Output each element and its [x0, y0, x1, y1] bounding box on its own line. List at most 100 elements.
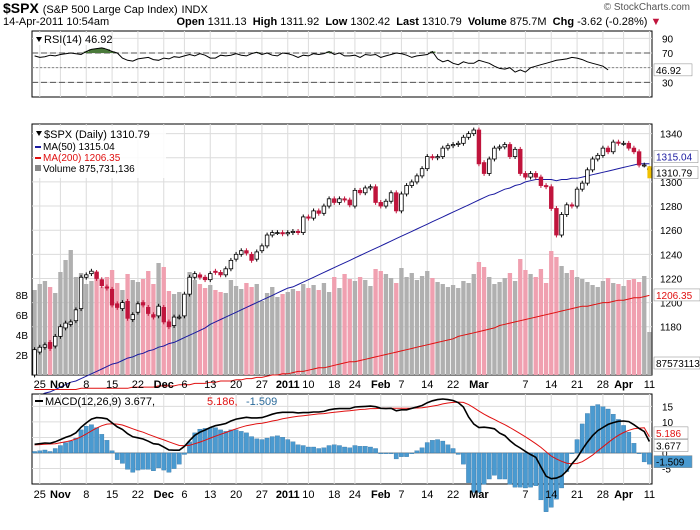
macd-histogram-bar — [610, 414, 616, 454]
volume-bar — [285, 292, 290, 375]
macd-histogram-bar — [595, 404, 601, 454]
candle-body — [585, 169, 590, 184]
macd-histogram-bar — [430, 440, 435, 454]
price-tick-label: 1240 — [660, 250, 683, 261]
candle-body — [135, 303, 141, 313]
x-axis-label: 6 — [181, 489, 187, 501]
high-label: High — [252, 16, 278, 28]
candle-body — [611, 141, 616, 153]
macd-histogram-bar — [440, 440, 446, 454]
candle-body — [301, 216, 306, 234]
volume-bar — [182, 296, 187, 375]
candle-body — [445, 145, 451, 149]
rsi-last-value: 46.92 — [656, 66, 681, 77]
macd-histogram-bar — [481, 452, 487, 485]
volume-bar — [177, 292, 182, 375]
volume-bar — [642, 276, 647, 375]
candle-body — [202, 276, 208, 281]
macd-histogram-bar — [461, 452, 466, 465]
macd-histogram-bar — [249, 436, 254, 454]
macd-histogram-bar — [114, 452, 120, 460]
volume-tick-label: 4B — [16, 331, 29, 342]
price-legend-label: $SPX (Daily) 1310.79 — [44, 129, 150, 141]
volume-bar — [564, 273, 569, 375]
x-axis-label: 15 — [106, 379, 118, 391]
macd-histogram-bar — [135, 452, 141, 471]
volume-tick-label: 2B — [16, 351, 29, 362]
x-axis-label: 22 — [447, 489, 459, 501]
macd-histogram-bar — [182, 452, 187, 455]
x-axis-label: 28 — [597, 489, 609, 501]
candle-body — [595, 154, 600, 160]
macd-histogram-bar — [523, 452, 528, 489]
candle-body — [337, 198, 342, 203]
macd-histogram-bar — [419, 447, 425, 454]
volume-bar — [621, 286, 626, 375]
macd-histogram-bar — [502, 452, 508, 480]
price-last-value-box — [653, 166, 699, 179]
candle-body — [78, 276, 84, 310]
macd-histogram-bar — [517, 452, 523, 488]
macd-histogram-bar — [156, 452, 161, 469]
macd-histogram-bar — [259, 439, 265, 454]
volume-bar — [461, 281, 466, 375]
candle-body — [626, 142, 631, 149]
candle-body — [218, 272, 223, 276]
x-axis-label: 24 — [349, 489, 361, 501]
candle-body — [84, 274, 89, 278]
macd-histogram-bar — [306, 446, 311, 454]
ma200-last-value-box — [653, 288, 700, 302]
candle-body — [507, 144, 513, 157]
candle-body — [440, 147, 445, 157]
volume-bar — [63, 260, 68, 375]
volume-bar — [166, 291, 172, 375]
macd-histogram-bar — [233, 429, 239, 454]
volume-bar — [156, 263, 161, 375]
macd-tick-label: -5 — [662, 464, 671, 475]
candle-body — [140, 302, 146, 306]
volume-bar — [208, 285, 213, 375]
candle-body — [394, 192, 399, 212]
macd-histogram-bar — [528, 452, 533, 488]
candle-body — [425, 156, 430, 170]
x-axis-label: 8 — [83, 379, 89, 391]
volume-bar — [502, 278, 507, 375]
x-axis-label: 14 — [545, 379, 557, 391]
macd-legend-label: MACD(12,26,9) 3.677, — [45, 396, 155, 408]
candle-body — [32, 349, 37, 376]
volume-bar — [259, 301, 265, 375]
candle-body — [476, 129, 482, 165]
volume-bar — [321, 283, 327, 375]
volume-bar — [574, 277, 580, 375]
volume-bar — [595, 287, 600, 375]
volume-bar — [554, 257, 559, 375]
macd-histogram-bar — [378, 452, 384, 454]
macd-histogram-bar — [218, 429, 223, 454]
macd-histogram-bar — [585, 413, 590, 454]
last-label: Last — [396, 16, 419, 28]
macd-histogram-bar — [213, 427, 218, 454]
price-tick-label: 1280 — [660, 202, 683, 213]
macd-signal-legend-label: 5.186, — [207, 396, 238, 408]
macd-histogram-bar — [151, 452, 156, 471]
candle-body — [94, 272, 99, 279]
x-axis-label: Nov — [50, 489, 72, 501]
volume-bar — [94, 271, 99, 375]
x-axis-label: 27 — [256, 379, 268, 391]
macd-histogram-bar — [285, 439, 291, 454]
x-axis-label: 21 — [571, 379, 583, 391]
candle-body — [523, 173, 528, 178]
volume-bar — [425, 271, 430, 375]
macd-tick-label: 15 — [662, 402, 674, 413]
volume-bar — [213, 290, 218, 375]
candle-body — [636, 151, 642, 166]
volume-bar — [533, 277, 538, 375]
x-axis-label: 25 — [34, 379, 46, 391]
price-last-value: 1310.79 — [656, 169, 693, 180]
volume-bar — [352, 281, 358, 375]
rsi-overbought-fill — [326, 51, 333, 53]
macd-histogram-bar — [368, 446, 373, 454]
candle-body — [115, 303, 120, 308]
volume-bar — [559, 266, 564, 375]
candle-body — [399, 193, 404, 212]
